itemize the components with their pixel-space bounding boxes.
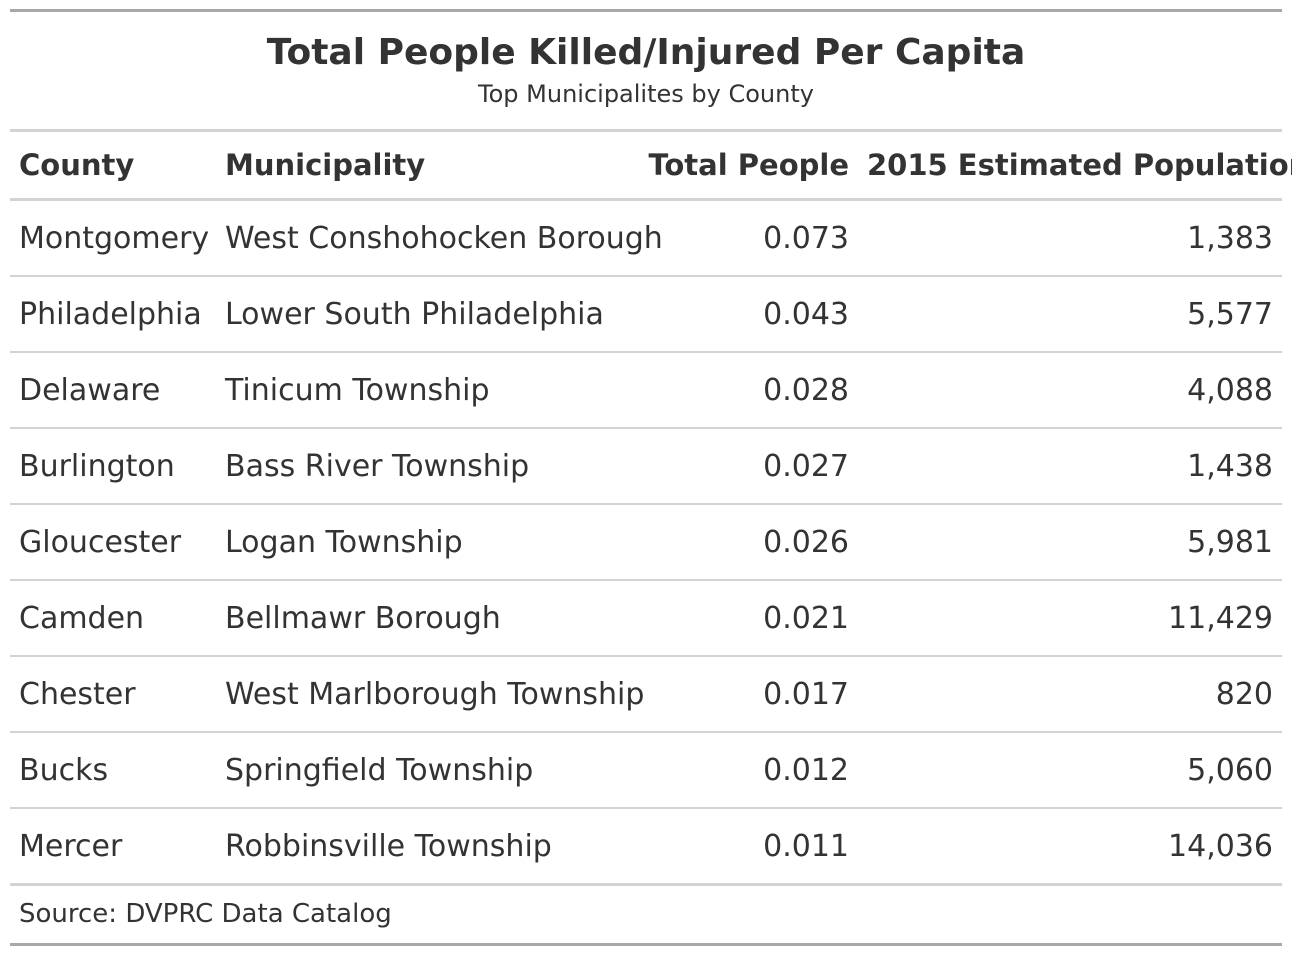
table-title: Total People Killed/Injured Per Capita bbox=[266, 32, 1026, 73]
column-header-municipality: Municipality bbox=[216, 132, 636, 201]
cell-county: Gloucester bbox=[10, 504, 216, 581]
cell-population: 4,088 bbox=[858, 352, 1282, 429]
cell-municipality: West Marlborough Township bbox=[216, 656, 644, 733]
table-row: Bucks Springfield Township 0.012 5,060 bbox=[10, 732, 1282, 809]
table-row: Chester West Marlborough Township 0.017 … bbox=[10, 656, 1282, 733]
table-subtitle: Top Municipalites by County bbox=[478, 80, 814, 108]
column-header-total-people: Total People bbox=[636, 132, 858, 201]
data-table-container: Total People Killed/Injured Per Capita T… bbox=[10, 9, 1292, 946]
cell-county: Bucks bbox=[10, 732, 216, 809]
cell-population: 5,060 bbox=[858, 732, 1282, 809]
table-row: Mercer Robbinsville Township 0.011 14,03… bbox=[10, 808, 1282, 886]
cell-county: Burlington bbox=[10, 428, 216, 505]
table-row: Gloucester Logan Township 0.026 5,981 bbox=[10, 504, 1282, 581]
cell-total-people: 0.043 bbox=[636, 276, 858, 353]
cell-county: Chester bbox=[10, 656, 216, 733]
cell-municipality: Logan Township bbox=[216, 504, 636, 581]
cell-total-people: 0.026 bbox=[636, 504, 858, 581]
cell-total-people: 0.017 bbox=[636, 656, 858, 733]
cell-municipality: Springfield Township bbox=[216, 732, 636, 809]
cell-population: 11,429 bbox=[858, 580, 1282, 657]
cell-population: 820 bbox=[858, 656, 1282, 733]
cell-municipality: Lower South Philadelphia bbox=[216, 276, 636, 353]
cell-county: Delaware bbox=[10, 352, 216, 429]
cell-county: Philadelphia bbox=[10, 276, 216, 353]
cell-population: 1,383 bbox=[858, 199, 1282, 277]
cell-total-people: 0.021 bbox=[636, 580, 858, 657]
cell-municipality: West Conshohocken Borough bbox=[216, 199, 663, 277]
cell-population: 14,036 bbox=[858, 808, 1282, 886]
cell-population: 1,438 bbox=[858, 428, 1282, 505]
cell-population: 5,577 bbox=[858, 276, 1282, 353]
cell-population: 5,981 bbox=[858, 504, 1282, 581]
cell-municipality: Bellmawr Borough bbox=[216, 580, 636, 657]
table-row: Delaware Tinicum Township 0.028 4,088 bbox=[10, 352, 1282, 429]
cell-total-people: 0.073 bbox=[636, 199, 858, 277]
source-note: Source: DVPRC Data Catalog bbox=[10, 886, 1282, 946]
cell-municipality: Tinicum Township bbox=[216, 352, 636, 429]
cell-total-people: 0.028 bbox=[636, 352, 858, 429]
column-header-county: County bbox=[10, 132, 216, 201]
cell-municipality: Robbinsville Township bbox=[216, 808, 636, 886]
table-row: Philadelphia Lower South Philadelphia 0.… bbox=[10, 276, 1282, 353]
cell-county: Mercer bbox=[10, 808, 216, 886]
table-header-block: Total People Killed/Injured Per Capita T… bbox=[10, 12, 1282, 132]
column-header-population: 2015 Estimated Population bbox=[858, 132, 1292, 201]
table-row: Camden Bellmawr Borough 0.021 11,429 bbox=[10, 580, 1282, 657]
cell-total-people: 0.027 bbox=[636, 428, 858, 505]
cell-total-people: 0.011 bbox=[636, 808, 858, 886]
cell-county: Camden bbox=[10, 580, 216, 657]
data-table: County Municipality Total People 2015 Es… bbox=[10, 132, 1292, 886]
table-row: Burlington Bass River Township 0.027 1,4… bbox=[10, 428, 1282, 505]
cell-county: Montgomery bbox=[10, 199, 216, 277]
table-row: Montgomery West Conshohocken Borough 0.0… bbox=[10, 199, 1282, 277]
table-header-row: County Municipality Total People 2015 Es… bbox=[10, 132, 1292, 201]
cell-total-people: 0.012 bbox=[636, 732, 858, 809]
cell-municipality: Bass River Township bbox=[216, 428, 636, 505]
